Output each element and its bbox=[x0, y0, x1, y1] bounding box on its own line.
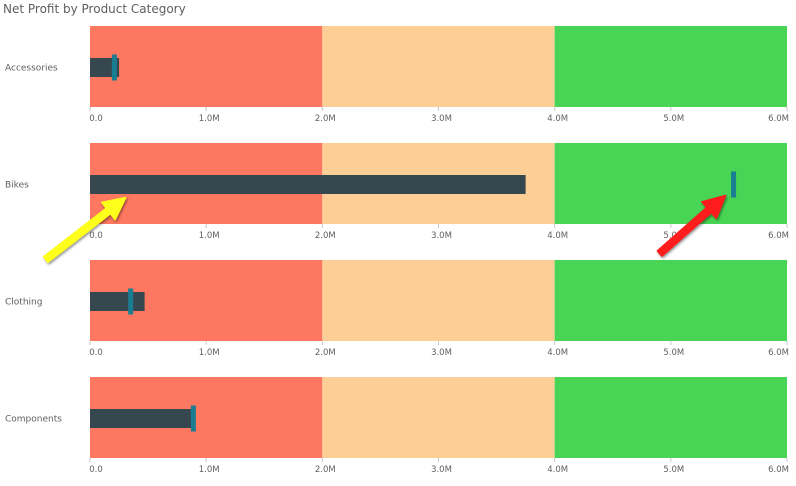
value-bar bbox=[90, 409, 195, 428]
band-2 bbox=[322, 377, 555, 458]
bullet-row-clothing: Clothing 0.0 1.0M 2.0M 3.0M 4.0M 5.0M 6.0M bbox=[5, 260, 789, 358]
band-3 bbox=[554, 143, 787, 224]
band-3 bbox=[554, 260, 787, 341]
tick-label: 5.0M bbox=[663, 348, 684, 358]
tick-label: 5.0M bbox=[663, 465, 684, 475]
tick-label: 4.0M bbox=[547, 465, 568, 475]
tick-label: 6.0M bbox=[768, 348, 789, 358]
band-2 bbox=[322, 26, 555, 107]
value-bar bbox=[90, 175, 526, 194]
tick-label: 3.0M bbox=[431, 231, 452, 241]
yellow-arrow-annotation bbox=[42, 196, 127, 264]
tick-label: 0.0 bbox=[89, 114, 103, 124]
tick-label: 0.0 bbox=[89, 231, 103, 241]
band-1 bbox=[90, 26, 323, 107]
target-marker bbox=[731, 171, 737, 198]
tick-label: 6.0M bbox=[768, 231, 789, 241]
tick-label: 0.0 bbox=[89, 348, 103, 358]
tick-label: 6.0M bbox=[768, 465, 789, 475]
category-label: Accessories bbox=[5, 64, 58, 74]
target-marker bbox=[128, 288, 134, 315]
tick-label: 1.0M bbox=[199, 114, 220, 124]
chart-title: Net Profit by Product Category bbox=[3, 2, 186, 16]
band-3 bbox=[554, 26, 787, 107]
tick-label: 1.0M bbox=[199, 348, 220, 358]
tick-label: 4.0M bbox=[547, 231, 568, 241]
band-2 bbox=[322, 260, 555, 341]
value-bar bbox=[90, 292, 145, 311]
target-marker bbox=[190, 405, 196, 432]
tick-label: 2.0M bbox=[315, 231, 336, 241]
bullet-row-accessories: Accessories 0.0 1.0M 2.0M 3.0M 4.0M 5.0M 6.0M bbox=[5, 26, 789, 124]
tick-label: 1.0M bbox=[199, 465, 220, 475]
tick-label: 4.0M bbox=[547, 348, 568, 358]
value-bar bbox=[90, 58, 120, 77]
target-marker bbox=[111, 54, 117, 81]
tick-label: 3.0M bbox=[431, 114, 452, 124]
category-label: Clothing bbox=[5, 298, 42, 308]
category-label: Bikes bbox=[5, 181, 29, 191]
tick-label: 1.0M bbox=[199, 231, 220, 241]
red-arrow-annotation bbox=[656, 194, 727, 257]
tick-label: 0.0 bbox=[89, 465, 103, 475]
tick-label: 2.0M bbox=[315, 114, 336, 124]
bullet-row-components: Components 0.0 1.0M 2.0M 3.0M 4.0M 5.0M 6.0M bbox=[5, 377, 789, 475]
tick-label: 3.0M bbox=[431, 348, 452, 358]
tick-label: 2.0M bbox=[315, 465, 336, 475]
tick-label: 3.0M bbox=[431, 465, 452, 475]
band-3 bbox=[554, 377, 787, 458]
tick-label: 6.0M bbox=[768, 114, 789, 124]
tick-label: 2.0M bbox=[315, 348, 336, 358]
tick-label: 4.0M bbox=[547, 114, 568, 124]
category-label: Components bbox=[5, 415, 62, 425]
tick-label: 5.0M bbox=[663, 114, 684, 124]
